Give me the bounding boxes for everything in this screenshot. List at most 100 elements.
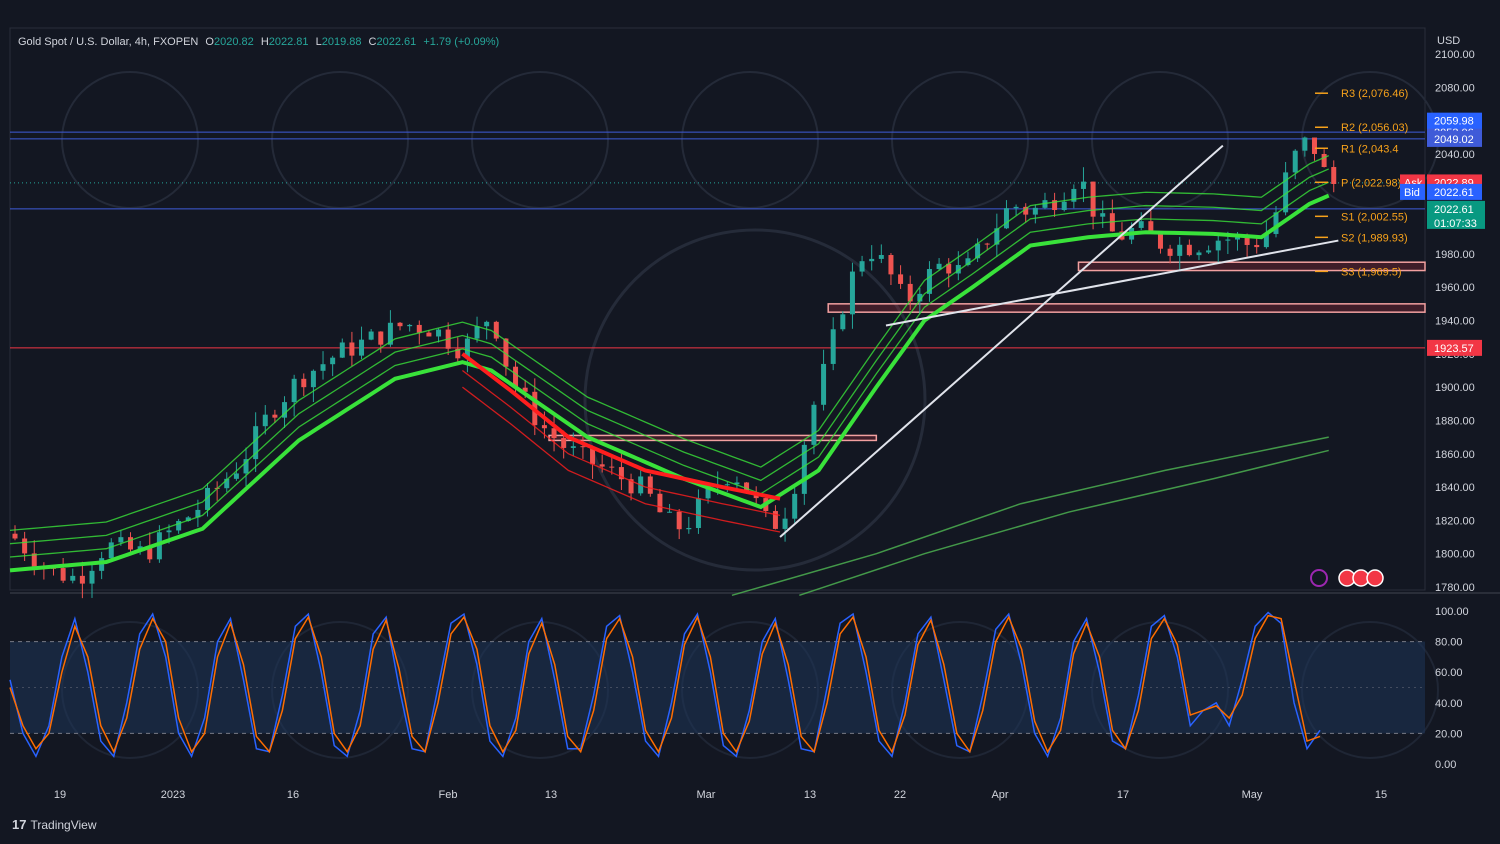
time-axis-tick: 22: [894, 789, 906, 801]
price-axis-tick: 1880.00: [1435, 415, 1475, 427]
candle-body: [1196, 252, 1202, 256]
price-axis-badge[interactable]: [1427, 183, 1482, 200]
candle-body: [1061, 201, 1067, 211]
candle-body: [108, 542, 114, 559]
candle-body: [156, 532, 162, 560]
candle-body: [561, 438, 567, 448]
watermark-circle: [1091, 71, 1229, 209]
time-axis-tick: 16: [287, 789, 299, 801]
price-axis-tick: 1960.00: [1435, 282, 1475, 294]
oscillator-axis-tick: 80.00: [1435, 637, 1463, 649]
oscillator-axis-tick: 60.00: [1435, 667, 1463, 679]
candle-body: [1013, 206, 1019, 209]
price-axis-tick: 2080.00: [1435, 82, 1475, 94]
candle-body: [1177, 244, 1183, 256]
watermark-circle: [471, 71, 609, 209]
green-ema-ribbon: [9, 181, 1329, 558]
candle-body: [1100, 213, 1106, 217]
candle-body: [166, 530, 172, 533]
watermark-circle: [891, 71, 1029, 209]
pivot-label-s1: S1 (2,002.55): [1341, 211, 1408, 223]
tradingview-brand[interactable]: 17 TradingView: [12, 817, 97, 832]
candle-body: [185, 517, 191, 521]
price-axis-tick: 1900.00: [1435, 382, 1475, 394]
change-value: +1.79 (+0.09%): [423, 36, 500, 48]
candle-body: [705, 486, 711, 499]
time-axis-tick: Apr: [991, 789, 1008, 801]
candle-body: [1003, 208, 1009, 229]
candle-body: [590, 446, 596, 465]
lightning-event-icon[interactable]: [1310, 569, 1328, 587]
candle-body: [917, 293, 923, 302]
candle-body: [79, 575, 85, 584]
candle-body: [301, 378, 307, 388]
symbol-title[interactable]: Gold Spot / U.S. Dollar, 4h, FXOPEN: [18, 36, 199, 48]
candle-body: [869, 258, 875, 262]
price-axis-tick: 1840.00: [1435, 482, 1475, 494]
currency-label[interactable]: USD: [1437, 35, 1461, 47]
candle-body: [1071, 188, 1077, 202]
watermark-circle: [681, 71, 819, 209]
candle-body: [513, 366, 519, 388]
candle-body: [1234, 237, 1240, 240]
candle-body: [840, 314, 846, 330]
price-axis-badge[interactable]: [1427, 200, 1485, 229]
time-axis-tick: Mar: [697, 789, 716, 801]
candle-body: [176, 520, 182, 531]
price-axis-level-badge[interactable]: [1427, 130, 1482, 147]
candle-body: [1263, 233, 1269, 248]
bar-countdown-text: 01:07:33: [1434, 218, 1477, 230]
candle-body: [724, 484, 730, 486]
candle-body: [744, 482, 750, 494]
price-axis-tick: 1940.00: [1435, 316, 1475, 328]
price-axis-tick: 1780.00: [1435, 582, 1475, 594]
candle-body: [426, 332, 432, 337]
time-axis-tick: 15: [1375, 789, 1387, 801]
sma-line: [799, 449, 1329, 597]
candle-body: [907, 283, 913, 302]
candle-body: [330, 357, 336, 365]
price-axis-badge[interactable]: [1427, 112, 1482, 129]
high-label: H: [260, 36, 269, 48]
quote-tag-text: Bid: [1404, 187, 1420, 199]
watermark-big-circle: [583, 228, 927, 572]
close-value: 2022.61: [376, 36, 417, 48]
price-axis-badge-text: 2022.61: [1434, 204, 1474, 216]
candle-body: [1321, 153, 1327, 168]
high-value: 2022.81: [268, 36, 309, 48]
candle-body: [888, 255, 894, 275]
candle-body: [946, 263, 952, 274]
trendline[interactable]: [885, 239, 1339, 327]
candle-body: [464, 338, 470, 359]
candle-body: [416, 324, 422, 333]
candle-body: [89, 570, 95, 584]
candle-body: [1032, 207, 1038, 215]
candle-body: [1052, 200, 1058, 211]
candle-body: [118, 537, 124, 543]
price-axis-level-badge[interactable]: [1427, 339, 1482, 356]
candle-body: [667, 511, 673, 513]
candle-body: [484, 321, 490, 327]
candle-body: [320, 364, 326, 371]
trendline[interactable]: [779, 144, 1224, 538]
candle-body: [830, 329, 836, 364]
candle-body: [253, 426, 259, 460]
economic-event-flag-icon[interactable]: [1366, 569, 1384, 587]
candle-body: [147, 546, 153, 560]
candle-body: [339, 342, 345, 358]
oscillator-axis-tick: 40.00: [1435, 698, 1463, 710]
candle-body: [474, 326, 480, 339]
candle-body: [1244, 237, 1250, 245]
candle-body: [1206, 250, 1212, 253]
supply-zone: [1077, 261, 1426, 272]
candle-body: [1254, 244, 1260, 248]
candle-body: [1215, 240, 1221, 251]
sma-line: [731, 436, 1329, 597]
pivot-label-r3: R3 (2,076.46): [1341, 88, 1408, 100]
candle-body: [618, 467, 624, 480]
candle-body: [1273, 212, 1279, 234]
candle-body: [647, 476, 653, 494]
oscillator-axis-tick: 20.00: [1435, 728, 1463, 740]
